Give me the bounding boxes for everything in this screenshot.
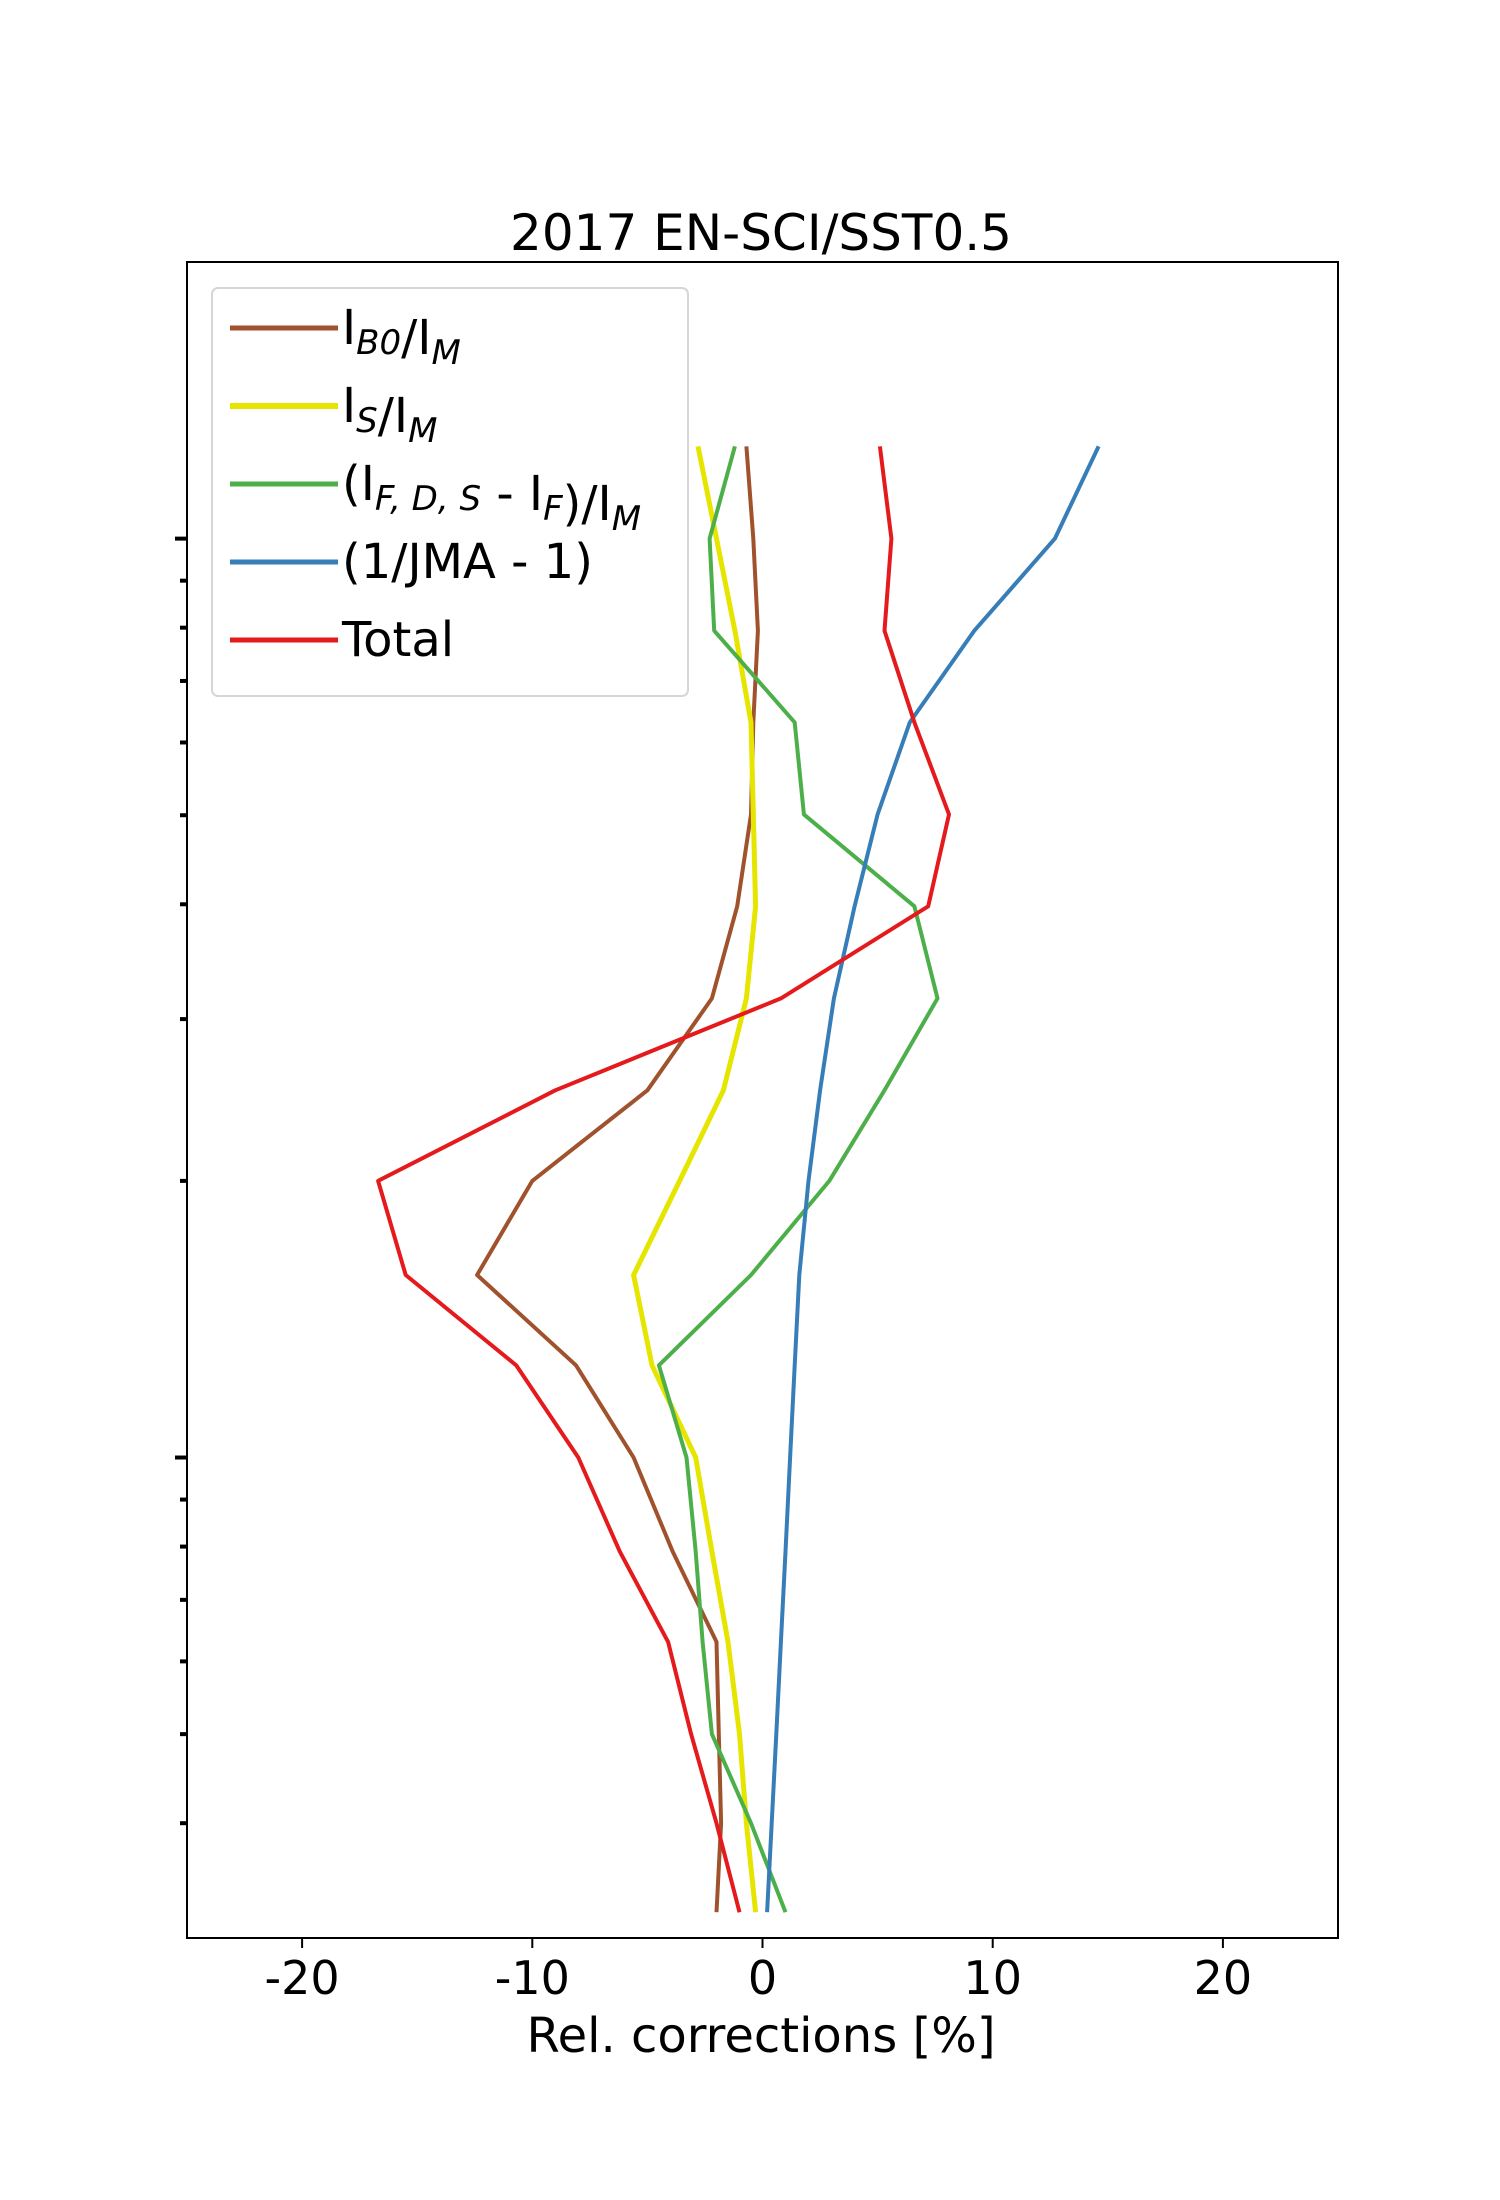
legend-label: Total: [341, 612, 454, 668]
series-line: [475, 446, 760, 1913]
x-tick-label: -20: [265, 1951, 340, 2005]
legend-label: IB0/IM: [342, 300, 461, 373]
legend-frame: [211, 287, 689, 697]
legend-label: (IF, D, S - IF)/IM: [342, 456, 641, 539]
x-tick-label: 10: [963, 1951, 1022, 2005]
x-tick-label: 20: [1194, 1951, 1253, 2005]
series-line: [656, 445, 940, 1913]
series-line: [631, 445, 759, 1913]
x-axis: -20 -10 0 10 20: [265, 1938, 1253, 2005]
legend-label: IS/IM: [342, 378, 437, 451]
chart-title: 2017 EN-SCI/SST0.5: [510, 204, 1012, 262]
x-axis-label: Rel. corrections [%]: [526, 2008, 995, 2064]
series-line: [376, 446, 951, 1913]
x-tick-label: 0: [748, 1951, 777, 2005]
series-layer: [376, 445, 1101, 1913]
y-axis: [175, 536, 187, 1826]
series-line: [765, 445, 1101, 1913]
legend-label: (1/JMA - 1): [342, 534, 593, 590]
x-tick-label: -10: [495, 1951, 570, 2005]
